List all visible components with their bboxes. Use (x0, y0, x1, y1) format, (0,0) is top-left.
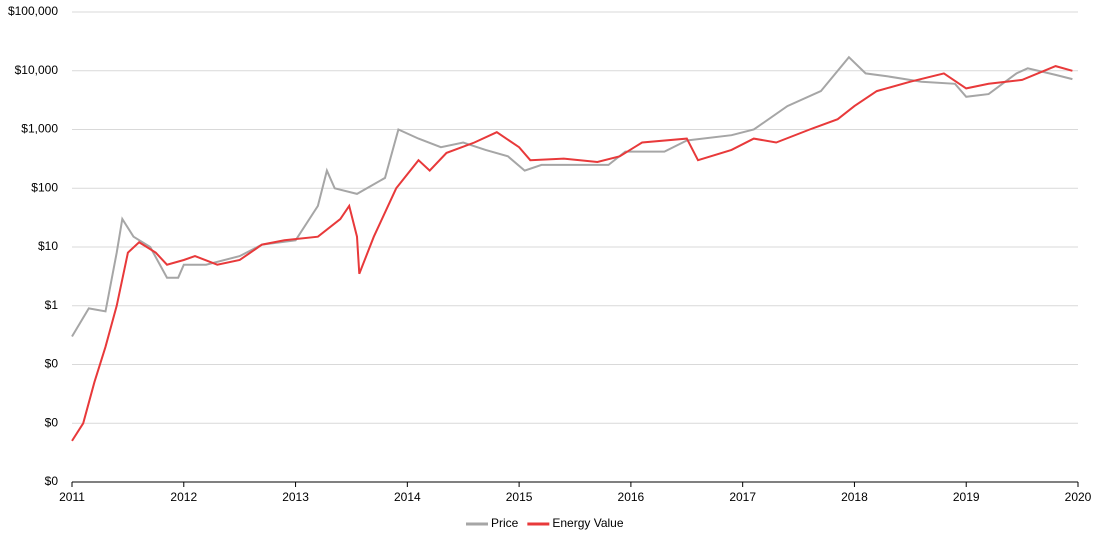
y-tick-label: $1 (45, 298, 59, 312)
series-line (71, 55, 1073, 338)
x-tick-label: 2014 (394, 490, 421, 504)
y-tick-label: $10,000 (15, 63, 59, 77)
x-tick-label: 2018 (841, 490, 868, 504)
y-tick-label: $0 (45, 474, 59, 488)
x-tick-label: 2012 (170, 490, 197, 504)
x-tick-label: 2016 (618, 490, 645, 504)
y-tick-label: $10 (38, 239, 58, 253)
x-tick-label: 2020 (1065, 490, 1092, 504)
y-tick-label: $0 (45, 415, 59, 429)
x-tick-label: 2019 (953, 490, 980, 504)
legend-label: Energy Value (552, 516, 623, 530)
x-tick-label: 2017 (729, 490, 756, 504)
x-tick-label: 2015 (506, 490, 533, 504)
y-tick-label: $100,000 (8, 4, 58, 18)
x-tick-label: 2011 (59, 490, 85, 504)
y-tick-label: $100 (31, 180, 58, 194)
legend-label: Price (491, 516, 519, 530)
y-tick-label: $1,000 (21, 122, 58, 136)
y-tick-label: $0 (45, 357, 59, 371)
x-tick-label: 2013 (282, 490, 309, 504)
series-line (71, 65, 1073, 442)
